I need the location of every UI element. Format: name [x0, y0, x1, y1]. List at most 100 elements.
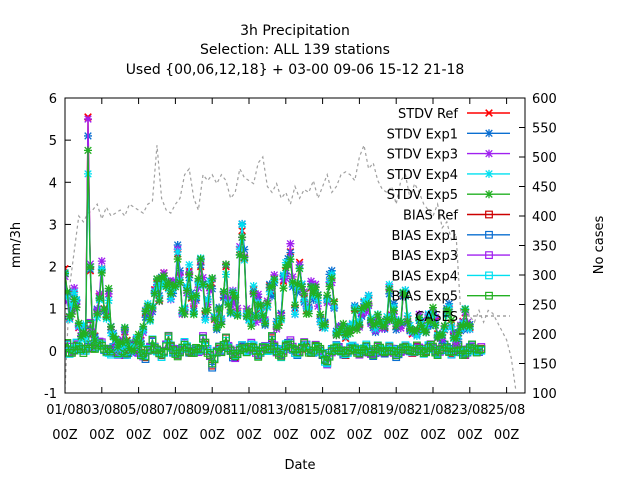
- data-point: [102, 312, 111, 321]
- x-tick-date: 11/08: [230, 403, 267, 418]
- data-point: [123, 337, 132, 346]
- data-point: [291, 310, 299, 319]
- data-point: [487, 0, 494, 7]
- data-point: [291, 301, 299, 310]
- data-point: [348, 324, 357, 333]
- x-tick-hour: 00Z: [310, 428, 336, 443]
- legend-item: STDV Exp1: [387, 127, 510, 142]
- data-point: [392, 351, 401, 360]
- legend-item: STDV Exp4: [387, 168, 510, 183]
- y2-tick-label: 350: [532, 240, 557, 255]
- data-point: [490, 0, 497, 7]
- data-point: [159, 272, 168, 281]
- legend-item: BIAS Exp5: [392, 290, 510, 305]
- data-point: [412, 325, 421, 334]
- data-point: [487, 0, 494, 7]
- data-point: [396, 324, 405, 333]
- data-point: [203, 349, 212, 357]
- data-point: [74, 319, 83, 328]
- data-point: [97, 257, 106, 266]
- data-point: [325, 352, 334, 361]
- data-point: [251, 318, 260, 327]
- data-point: [153, 274, 161, 283]
- data-point: [496, 0, 503, 7]
- data-point: [95, 294, 104, 303]
- data-point: [373, 341, 382, 350]
- data-point: [503, 0, 510, 7]
- data-point: [483, 0, 490, 7]
- data-point: [343, 324, 352, 333]
- x-tick-hour: 00Z: [494, 428, 520, 443]
- data-point: [440, 321, 449, 330]
- x-tick-date: 23/08: [451, 403, 488, 418]
- series-stdv-exp5: [65, 146, 474, 355]
- y-axis-label: mm/3h: [9, 222, 24, 268]
- data-point: [339, 319, 348, 328]
- data-point: [307, 282, 316, 291]
- legend-item: BIAS Exp3: [392, 249, 510, 264]
- y-tick-label: 3: [49, 218, 57, 233]
- x-tick-date: 19/08: [377, 403, 414, 418]
- y2-tick-label: 600: [532, 92, 557, 107]
- plot-frame: [64, 97, 526, 394]
- data-point: [65, 339, 72, 347]
- x-tick-hour: 00Z: [420, 428, 446, 443]
- data-point: [496, 0, 503, 7]
- data-point: [357, 304, 366, 313]
- data-point: [295, 348, 304, 357]
- y-tick-label: -1: [44, 387, 57, 402]
- data-point: [508, 0, 515, 7]
- data-point: [212, 323, 221, 332]
- data-point: [494, 0, 501, 7]
- data-point: [222, 333, 230, 342]
- data-point: [475, 346, 483, 354]
- data-point: [70, 295, 79, 304]
- data-point: [510, 0, 517, 7]
- data-point: [445, 348, 453, 356]
- data-point: [182, 286, 191, 295]
- data-point: [480, 0, 487, 7]
- data-point: [337, 324, 345, 333]
- data-point: [86, 262, 95, 271]
- data-point: [431, 321, 440, 330]
- legend-item: BIAS Exp4: [392, 269, 510, 284]
- data-point: [355, 320, 364, 329]
- data-point: [242, 312, 251, 321]
- data-point: [433, 351, 442, 360]
- data-point: [265, 283, 274, 292]
- y2-tick-label: 500: [532, 151, 557, 166]
- data-point: [118, 338, 127, 347]
- data-point: [325, 282, 334, 291]
- data-point: [270, 275, 279, 284]
- data-point: [208, 359, 217, 368]
- data-point: [136, 340, 145, 349]
- data-point: [201, 315, 210, 324]
- data-point: [364, 300, 373, 309]
- data-point: [164, 332, 173, 341]
- data-point: [274, 315, 283, 324]
- data-point: [247, 322, 256, 331]
- data-point: [431, 348, 440, 357]
- data-point: [155, 296, 164, 305]
- legend-marker: [485, 149, 493, 158]
- y2-tick-label: 550: [532, 122, 557, 137]
- data-point: [316, 344, 325, 353]
- data-point: [508, 0, 515, 7]
- data-point: [300, 289, 309, 298]
- legend-label: STDV Exp1: [387, 127, 458, 142]
- data-point: [189, 300, 198, 309]
- data-point: [249, 289, 258, 298]
- data-point: [503, 0, 510, 7]
- data-point: [293, 279, 302, 288]
- data-point: [422, 348, 430, 356]
- data-point: [160, 347, 168, 356]
- data-point: [203, 295, 212, 304]
- x-tick-hour: 00Z: [52, 428, 78, 443]
- data-point: [429, 310, 437, 319]
- x-tick-date: 15/08: [304, 403, 341, 418]
- x-axis-ticks: 01/08 00Z 03/08 00Z 05/08 00Z 07/08 00Z 09/08 00Z…: [46, 98, 525, 443]
- x-tick-date: 21/08: [414, 403, 451, 418]
- data-point: [499, 0, 506, 7]
- data-point: [166, 294, 175, 303]
- x-tick-date: 05/08: [120, 403, 157, 418]
